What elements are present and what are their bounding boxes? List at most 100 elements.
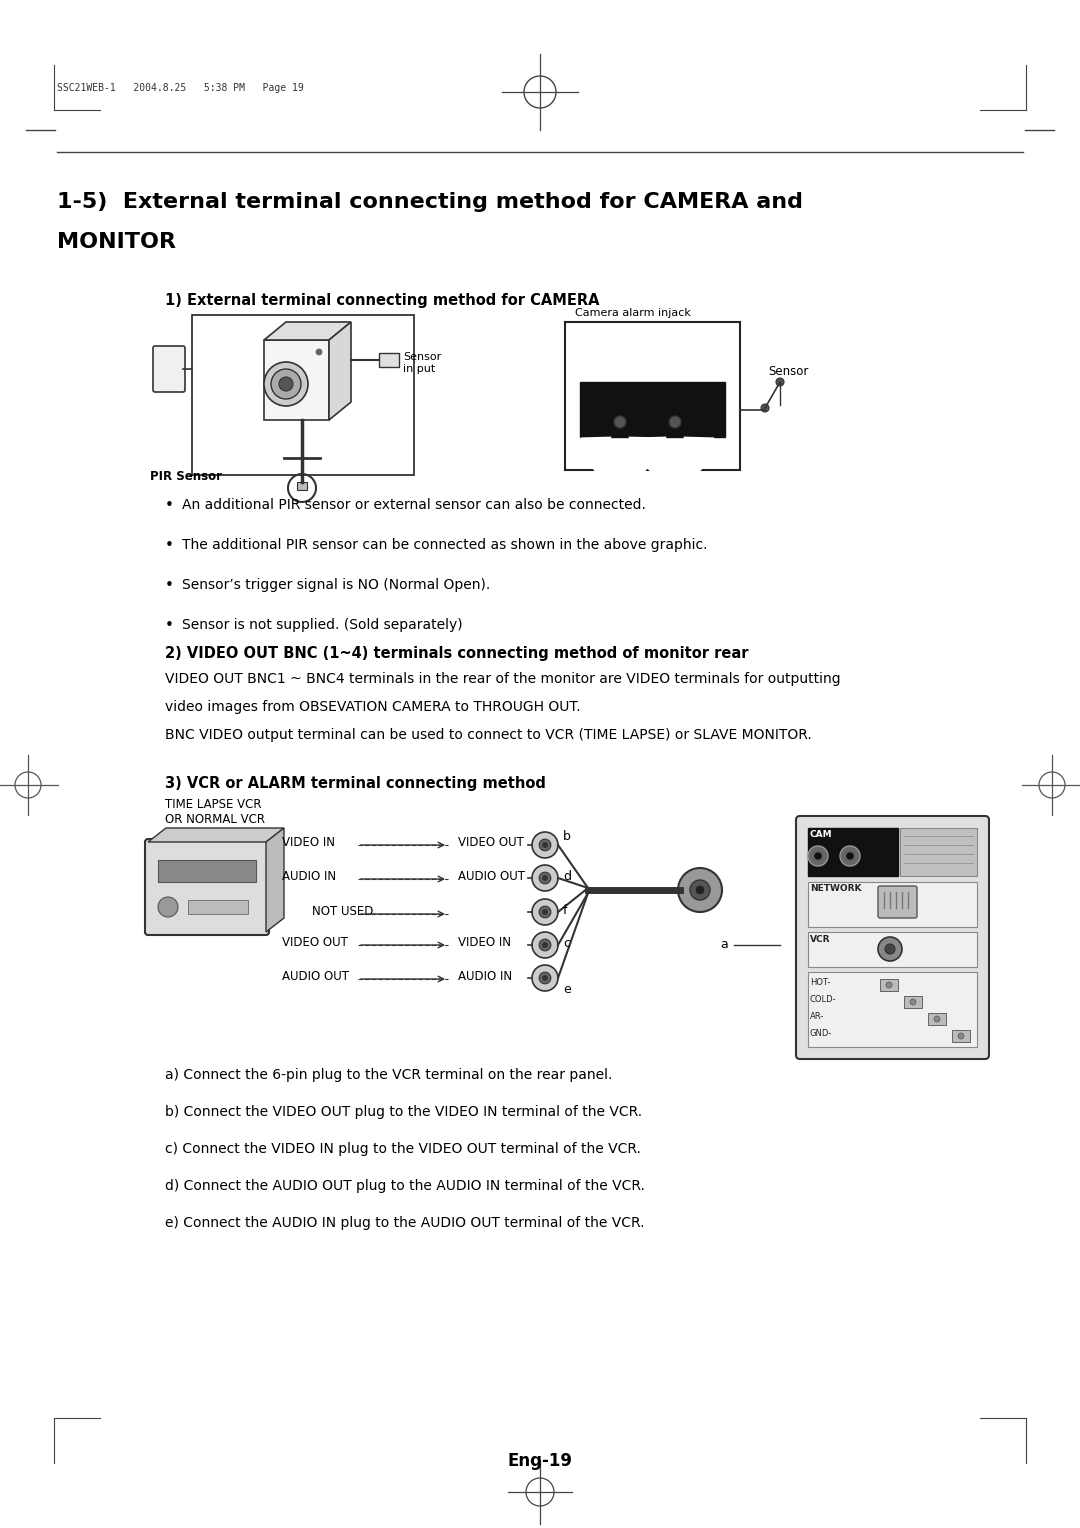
- Text: NETWORK: NETWORK: [810, 885, 862, 892]
- Text: AUDIO OUT: AUDIO OUT: [282, 970, 349, 983]
- Text: Sensor
in put: Sensor in put: [403, 351, 442, 374]
- Bar: [158, 860, 256, 882]
- Text: Sensor is not supplied. (Sold separately): Sensor is not supplied. (Sold separately…: [183, 617, 462, 633]
- Circle shape: [542, 842, 548, 848]
- Circle shape: [840, 847, 860, 866]
- Bar: [565, 322, 740, 471]
- Text: f: f: [563, 905, 567, 917]
- Text: VIDEO OUT BNC1 ~ BNC4 terminals in the rear of the monitor are VIDEO terminals f: VIDEO OUT BNC1 ~ BNC4 terminals in the r…: [165, 672, 840, 686]
- Circle shape: [808, 847, 828, 866]
- Text: d) Connect the AUDIO OUT plug to the AUDIO IN terminal of the VCR.: d) Connect the AUDIO OUT plug to the AUD…: [165, 1180, 645, 1193]
- Polygon shape: [148, 828, 284, 842]
- Bar: [188, 900, 248, 914]
- Circle shape: [885, 944, 895, 953]
- Text: d: d: [563, 869, 571, 883]
- Circle shape: [910, 999, 916, 1005]
- Circle shape: [814, 853, 822, 860]
- Text: COLD-: COLD-: [810, 995, 837, 1004]
- Text: VIDEO OUT: VIDEO OUT: [458, 836, 524, 850]
- Text: Sensor’s trigger signal is NO (Normal Open).: Sensor’s trigger signal is NO (Normal Op…: [183, 578, 490, 591]
- Circle shape: [542, 975, 548, 981]
- Text: Sensor: Sensor: [768, 365, 808, 377]
- Circle shape: [542, 909, 548, 915]
- Circle shape: [532, 865, 558, 891]
- Text: a: a: [720, 938, 728, 952]
- Bar: [192, 315, 414, 475]
- Text: e: e: [563, 983, 570, 996]
- Bar: [928, 1013, 946, 1025]
- Text: c) Connect the VIDEO IN plug to the VIDEO OUT terminal of the VCR.: c) Connect the VIDEO IN plug to the VIDE…: [165, 1141, 640, 1157]
- Bar: [379, 353, 399, 367]
- Text: AR-: AR-: [810, 1012, 824, 1021]
- Text: b: b: [563, 830, 571, 843]
- Text: •: •: [165, 538, 174, 553]
- Text: video images from OBSEVATION CAMERA to THROUGH OUT.: video images from OBSEVATION CAMERA to T…: [165, 700, 581, 714]
- Text: SSC21WEB-1   2004.8.25   5:38 PM   Page 19: SSC21WEB-1 2004.8.25 5:38 PM Page 19: [57, 83, 303, 93]
- Circle shape: [532, 966, 558, 992]
- Circle shape: [696, 886, 704, 894]
- Circle shape: [279, 377, 293, 391]
- Text: AUDIO OUT: AUDIO OUT: [458, 869, 525, 883]
- Polygon shape: [264, 322, 351, 341]
- Text: VIDEO IN: VIDEO IN: [282, 836, 335, 850]
- Text: VIDEO IN: VIDEO IN: [458, 937, 511, 949]
- Polygon shape: [329, 322, 351, 420]
- Text: 1) External terminal connecting method for CAMERA: 1) External terminal connecting method f…: [165, 293, 599, 309]
- Bar: [808, 828, 897, 876]
- Bar: [880, 979, 897, 992]
- Text: c: c: [563, 937, 570, 950]
- Bar: [900, 828, 977, 876]
- Circle shape: [264, 362, 308, 406]
- Circle shape: [316, 348, 322, 354]
- Bar: [904, 996, 922, 1008]
- Text: MONITOR: MONITOR: [57, 232, 176, 252]
- Bar: [264, 341, 329, 420]
- Circle shape: [878, 937, 902, 961]
- Circle shape: [539, 940, 551, 950]
- Circle shape: [539, 872, 551, 883]
- Circle shape: [542, 943, 548, 947]
- Polygon shape: [266, 828, 284, 932]
- FancyBboxPatch shape: [145, 839, 269, 935]
- Text: VCR: VCR: [810, 935, 831, 944]
- Text: a) Connect the 6-pin plug to the VCR terminal on the rear panel.: a) Connect the 6-pin plug to the VCR ter…: [165, 1068, 612, 1082]
- Circle shape: [532, 833, 558, 859]
- Circle shape: [777, 377, 784, 387]
- Text: Eng-19: Eng-19: [508, 1452, 572, 1470]
- Text: AUDIO IN: AUDIO IN: [282, 869, 336, 883]
- Circle shape: [615, 416, 626, 428]
- Circle shape: [271, 368, 301, 399]
- FancyBboxPatch shape: [153, 345, 185, 393]
- Bar: [808, 972, 977, 1047]
- Text: An additional PIR sensor or external sensor can also be connected.: An additional PIR sensor or external sen…: [183, 498, 646, 512]
- Circle shape: [761, 403, 769, 413]
- Text: HOT-: HOT-: [810, 978, 831, 987]
- Circle shape: [934, 1016, 940, 1022]
- Text: b) Connect the VIDEO OUT plug to the VIDEO IN terminal of the VCR.: b) Connect the VIDEO OUT plug to the VID…: [165, 1105, 643, 1118]
- Circle shape: [539, 972, 551, 984]
- Circle shape: [678, 868, 723, 912]
- Circle shape: [934, 1016, 940, 1022]
- Text: GND-: GND-: [810, 1028, 833, 1038]
- Text: •: •: [165, 498, 174, 513]
- Circle shape: [158, 897, 178, 917]
- Circle shape: [910, 999, 916, 1005]
- Text: 1-5)  External terminal connecting method for CAMERA and: 1-5) External terminal connecting method…: [57, 193, 804, 212]
- Bar: [951, 1030, 970, 1042]
- Bar: [808, 932, 977, 967]
- Text: VIDEO OUT: VIDEO OUT: [282, 937, 348, 949]
- Text: •: •: [165, 578, 174, 593]
- Bar: [951, 1030, 970, 1042]
- Text: The additional PIR sensor can be connected as shown in the above graphic.: The additional PIR sensor can be connect…: [183, 538, 707, 552]
- Text: e) Connect the AUDIO IN plug to the AUDIO OUT terminal of the VCR.: e) Connect the AUDIO IN plug to the AUDI…: [165, 1216, 645, 1230]
- Text: NOT USED: NOT USED: [312, 905, 374, 918]
- Text: 2) VIDEO OUT BNC (1~4) terminals connecting method of monitor rear: 2) VIDEO OUT BNC (1~4) terminals connect…: [165, 646, 748, 662]
- Circle shape: [886, 983, 892, 989]
- Text: •: •: [165, 617, 174, 633]
- Circle shape: [532, 932, 558, 958]
- Circle shape: [690, 880, 710, 900]
- Bar: [580, 382, 725, 437]
- Circle shape: [886, 983, 892, 989]
- Circle shape: [539, 906, 551, 918]
- Circle shape: [539, 839, 551, 851]
